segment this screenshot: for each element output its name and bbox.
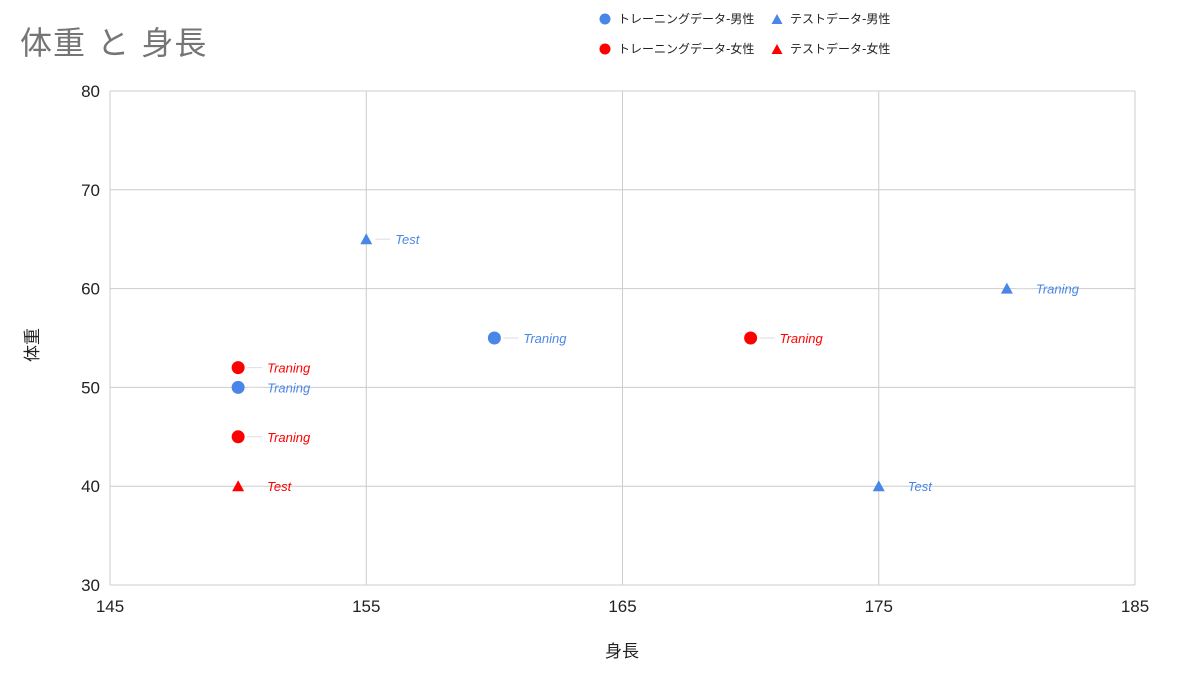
data-label: Traning [523, 331, 567, 346]
data-point-triangle [1000, 282, 1013, 294]
legend-item-test-male[interactable]: テストデータ-男性 [770, 10, 890, 27]
triangle-marker-icon [771, 43, 783, 54]
chart-title: 体重 と 身長 [20, 24, 208, 62]
y-tick-label: 70 [81, 181, 100, 200]
data-label: Test [267, 479, 292, 494]
x-tick-label: 175 [865, 597, 893, 616]
data-label: Traning [780, 331, 824, 346]
x-axis-ticks: 145 155 165 175 185 [96, 597, 1149, 616]
y-tick-label: 80 [81, 82, 100, 101]
y-tick-label: 30 [81, 576, 100, 595]
data-point-circle [231, 430, 245, 444]
y-axis-ticks: 30 40 50 60 70 80 [81, 82, 100, 595]
legend-item-training-male[interactable]: トレーニングデータ-男性 [598, 10, 754, 27]
legend-label: トレーニングデータ-男性 [618, 12, 755, 26]
data-label: Test [908, 479, 933, 494]
data-point-triangle [232, 480, 245, 492]
legend-label: トレーニングデータ-女性 [618, 42, 755, 56]
data-label: Traning [267, 361, 311, 376]
data-label: Traning [267, 430, 311, 445]
x-tick-label: 145 [96, 597, 124, 616]
triangle-marker-icon [771, 13, 783, 24]
legend-item-test-female[interactable]: テストデータ-女性 [770, 40, 890, 57]
data-point-circle [231, 361, 245, 375]
grid [109, 90, 1136, 586]
data-point-circle [744, 331, 758, 345]
data-label: Test [395, 232, 420, 247]
data-point-circle [231, 380, 245, 394]
y-tick-label: 40 [81, 477, 100, 496]
x-tick-label: 155 [352, 597, 380, 616]
data-label: Traning [1036, 282, 1080, 297]
legend-item-training-female[interactable]: トレーニングデータ-女性 [598, 40, 754, 57]
legend-label: テストデータ-女性 [790, 42, 891, 56]
x-tick-label: 185 [1121, 597, 1149, 616]
x-axis-label: 身長 [605, 642, 639, 662]
y-axis-label: 体重 [23, 328, 43, 362]
x-tick-label: 165 [608, 597, 636, 616]
data-point-circle [487, 331, 501, 345]
data-point-triangle [872, 480, 885, 492]
data-label: Traning [267, 380, 311, 395]
y-tick-label: 60 [81, 280, 100, 299]
circle-marker-icon [599, 13, 611, 24]
data-points: Traning Traning Traning Traning Traning Test T… [231, 232, 1080, 494]
circle-marker-icon [599, 43, 611, 54]
y-tick-label: 50 [81, 378, 100, 397]
data-point-triangle [360, 233, 373, 245]
legend-label: テストデータ-男性 [790, 12, 891, 26]
